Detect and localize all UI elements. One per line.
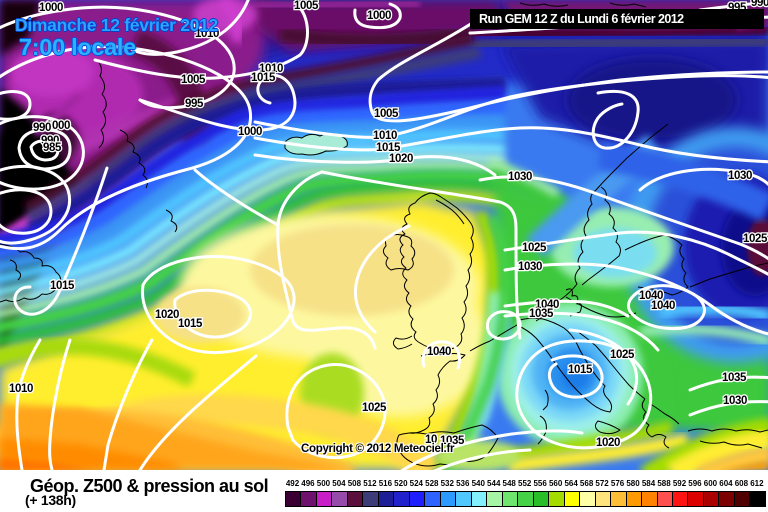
svg-text:1040: 1040 <box>427 346 451 358</box>
svg-text:1010: 1010 <box>259 63 283 75</box>
svg-text:1000: 1000 <box>367 10 391 22</box>
svg-text:1025: 1025 <box>610 349 635 361</box>
svg-text:1040: 1040 <box>639 290 663 302</box>
svg-text:1010: 1010 <box>195 28 219 40</box>
svg-text:1020: 1020 <box>155 309 179 321</box>
svg-text:1010: 1010 <box>9 383 33 395</box>
svg-text:1025: 1025 <box>362 402 387 414</box>
svg-text:1005: 1005 <box>181 74 206 86</box>
svg-text:985: 985 <box>43 142 62 154</box>
svg-text:1030: 1030 <box>723 395 747 407</box>
svg-text:1030: 1030 <box>508 171 532 183</box>
svg-text:1005: 1005 <box>294 0 319 12</box>
svg-text:1020: 1020 <box>596 437 620 449</box>
svg-text:1030: 1030 <box>518 261 542 273</box>
svg-text:1040: 1040 <box>535 299 559 311</box>
svg-text:1005: 1005 <box>374 108 399 120</box>
svg-text:1025: 1025 <box>522 242 547 254</box>
svg-text:990: 990 <box>41 135 59 147</box>
svg-text:1035: 1035 <box>440 435 465 447</box>
svg-text:990: 990 <box>33 122 51 134</box>
svg-text:1015: 1015 <box>376 142 401 154</box>
svg-text:1025: 1025 <box>743 233 768 245</box>
svg-text:1015: 1015 <box>50 280 75 292</box>
svg-text:1030: 1030 <box>728 170 752 182</box>
svg-text:1000: 1000 <box>46 120 70 132</box>
svg-text:1035: 1035 <box>529 308 554 320</box>
svg-text:995: 995 <box>185 98 204 110</box>
svg-text:10: 10 <box>425 434 437 446</box>
svg-text:1035: 1035 <box>722 372 747 384</box>
svg-text:1015: 1015 <box>178 318 203 330</box>
svg-text:1000: 1000 <box>39 2 63 14</box>
svg-text:1040: 1040 <box>651 300 675 312</box>
svg-text:1020: 1020 <box>389 153 413 165</box>
svg-text:1000: 1000 <box>238 126 262 138</box>
svg-text:1015: 1015 <box>568 364 593 376</box>
svg-text:990: 990 <box>751 0 768 9</box>
svg-text:1010: 1010 <box>373 130 397 142</box>
svg-text:1015: 1015 <box>251 72 276 84</box>
